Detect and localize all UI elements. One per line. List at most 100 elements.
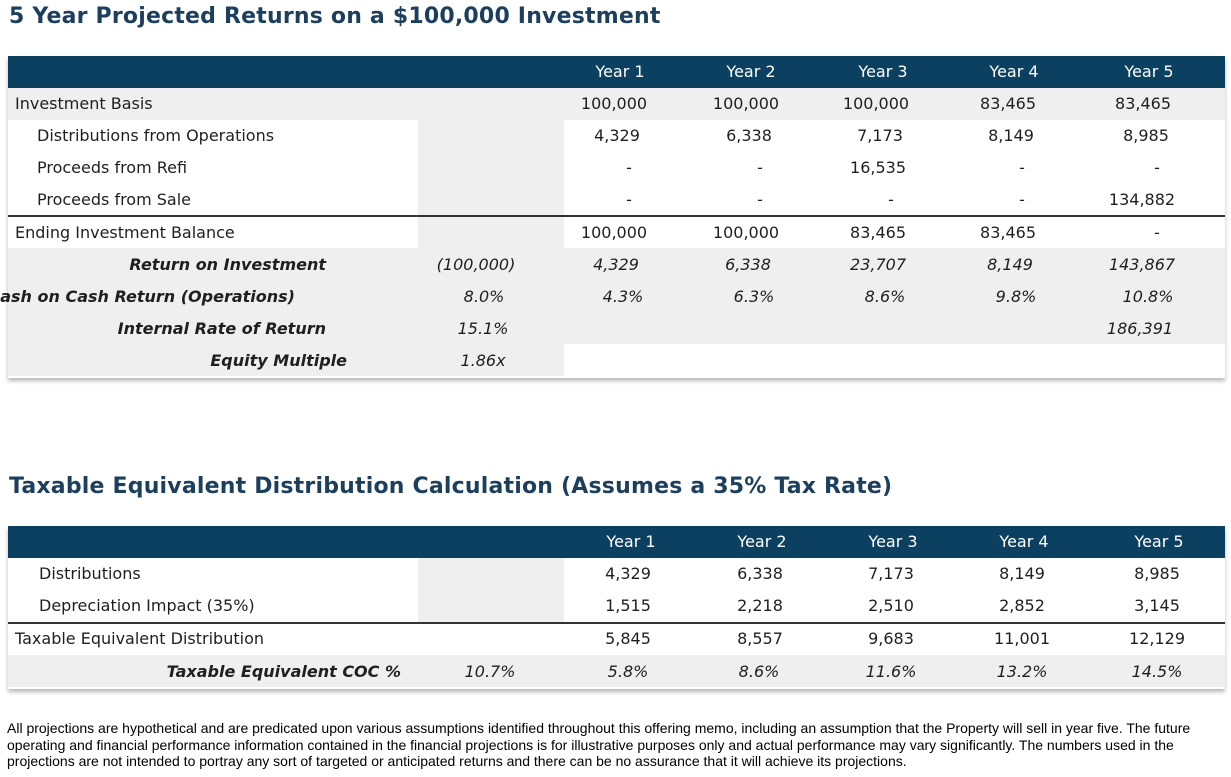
header-year-5: Year 5 bbox=[1134, 532, 1184, 551]
cell-year-5: 12,129 bbox=[1129, 629, 1185, 648]
cell-year-4: 9.8% bbox=[995, 287, 1037, 306]
cell-year-3: 2,510 bbox=[868, 596, 914, 615]
cell-year-2: 6,338 bbox=[737, 564, 783, 583]
taxable-equivalent-table: Year 1 Year 2 Year 3 Year 4 Year 5 Distr… bbox=[8, 526, 1225, 689]
table-header: Year 1 Year 2 Year 3 Year 4 Year 5 bbox=[8, 56, 1225, 88]
header-year-4: Year 4 bbox=[989, 62, 1039, 81]
cell-year-2: 6.3% bbox=[733, 287, 775, 306]
projected-returns-table: Year 1 Year 2 Year 3 Year 4 Year 5 Inves… bbox=[0, 56, 1225, 378]
row-label: Equity Multiple bbox=[210, 351, 347, 370]
cell-year-1: 4,329 bbox=[594, 126, 640, 145]
row-shade bbox=[8, 280, 1225, 312]
cell-year-2: 100,000 bbox=[712, 223, 780, 242]
table-row: Taxable Equivalent Distribution 5,845 8,… bbox=[8, 623, 1225, 655]
row-label: Cash on Cash Return (Operations) bbox=[0, 287, 295, 306]
header-year-3: Year 3 bbox=[858, 62, 908, 81]
header-year-1: Year 1 bbox=[595, 62, 645, 81]
row-label: Proceeds from Refi bbox=[37, 158, 188, 177]
row-label: Internal Rate of Return bbox=[117, 319, 326, 338]
table-row: Proceeds from Refi - - 16,535 - - bbox=[8, 152, 1225, 184]
cell-year-1: 4,329 bbox=[605, 564, 651, 583]
table-row: Distributions 4,329 6,338 7,173 8,149 8,… bbox=[8, 558, 1225, 590]
row-label: Investment Basis bbox=[15, 94, 153, 113]
cell-year-1: 5.8% bbox=[607, 662, 649, 681]
cell-year-3: 23,707 bbox=[850, 255, 906, 274]
row-label: Distributions from Operations bbox=[37, 126, 275, 145]
cell-year-4: 8,149 bbox=[987, 255, 1033, 274]
cell-year-3: 11.6% bbox=[865, 662, 917, 681]
cell-year-5: 10.8% bbox=[1122, 287, 1174, 306]
row-separator bbox=[8, 622, 1225, 624]
cell-initial: 15.1% bbox=[457, 319, 509, 338]
cell-year-2: 100,000 bbox=[712, 94, 780, 113]
row-label: Taxable Equivalent COC % bbox=[166, 662, 401, 681]
table-row: Ending Investment Balance 100,000 100,00… bbox=[8, 217, 1225, 249]
cell-year-4: 2,852 bbox=[999, 596, 1045, 615]
table-row: Investment Basis 100,000 100,000 100,000… bbox=[8, 88, 1225, 120]
row-label: Depreciation Impact (35%) bbox=[39, 596, 255, 615]
cell-year-4: 11,001 bbox=[994, 629, 1050, 648]
cell-year-4: - bbox=[1019, 158, 1025, 177]
cell-year-1: 1,515 bbox=[605, 596, 651, 615]
cell-year-5: 3,145 bbox=[1134, 596, 1180, 615]
row-shade bbox=[8, 655, 1225, 687]
cell-initial: 10.7% bbox=[464, 662, 516, 681]
cell-year-2: 8,557 bbox=[737, 629, 783, 648]
cell-year-5: 14.5% bbox=[1131, 662, 1183, 681]
section-title-taxable-equivalent: Taxable Equivalent Distribution Calculat… bbox=[9, 474, 893, 499]
cell-year-4: 83,465 bbox=[980, 223, 1036, 242]
table-row: Proceeds from Sale - - - - 134,882 bbox=[8, 184, 1225, 216]
cell-year-5: 8,985 bbox=[1134, 564, 1180, 583]
header-year-4: Year 4 bbox=[999, 532, 1049, 551]
header-year-5: Year 5 bbox=[1124, 62, 1174, 81]
row-label: Ending Investment Balance bbox=[15, 223, 235, 242]
cell-year-2: 6,338 bbox=[725, 255, 771, 274]
cell-year-1: 5,845 bbox=[605, 629, 651, 648]
row-label: Distributions bbox=[39, 564, 141, 583]
cell-year-5: 143,867 bbox=[1108, 255, 1176, 274]
cell-year-2: 2,218 bbox=[737, 596, 783, 615]
table-row: Return on Investment (100,000) 4,329 6,3… bbox=[8, 249, 1225, 281]
row-label: Taxable Equivalent Distribution bbox=[15, 629, 264, 648]
cell-year-5: - bbox=[1154, 158, 1160, 177]
cell-year-3: 83,465 bbox=[850, 223, 906, 242]
cell-year-1: 100,000 bbox=[580, 223, 648, 242]
table-row: Equity Multiple 1.86x bbox=[8, 345, 1225, 377]
cell-year-3: 7,173 bbox=[868, 564, 914, 583]
row-label: Return on Investment bbox=[129, 255, 326, 274]
table-row: Depreciation Impact (35%) 1,515 2,218 2,… bbox=[8, 590, 1225, 622]
cell-year-3: 8.6% bbox=[864, 287, 906, 306]
cell-year-1: 100,000 bbox=[580, 94, 648, 113]
cell-year-3: 7,173 bbox=[857, 126, 903, 145]
table-row: Cash on Cash Return (Operations) 8.0% 4.… bbox=[0, 281, 1225, 313]
cell-year-4: - bbox=[1019, 190, 1025, 209]
row-label: Proceeds from Sale bbox=[37, 190, 192, 209]
cell-year-4: 83,465 bbox=[980, 94, 1036, 113]
disclaimer-text: All projections are hypothetical and are… bbox=[7, 720, 1191, 769]
cell-year-4: 8,149 bbox=[999, 564, 1045, 583]
cell-year-5: 83,465 bbox=[1115, 94, 1171, 113]
cell-year-3: - bbox=[888, 190, 894, 209]
table-row: Taxable Equivalent COC % 10.7% 5.8% 8.6%… bbox=[8, 656, 1225, 688]
cell-year-5: 186,391 bbox=[1106, 319, 1174, 338]
table-header: Year 1 Year 2 Year 3 Year 4 Year 5 bbox=[8, 526, 1225, 558]
table-row: Internal Rate of Return 15.1% 186,391 bbox=[8, 313, 1225, 345]
cell-initial: (100,000) bbox=[436, 255, 516, 274]
cell-initial: 1.86x bbox=[460, 351, 506, 370]
header-year-2: Year 2 bbox=[737, 532, 787, 551]
header-year-2: Year 2 bbox=[726, 62, 776, 81]
cell-year-1: 4,329 bbox=[593, 255, 639, 274]
cell-year-1: - bbox=[626, 190, 632, 209]
cell-initial: 8.0% bbox=[463, 287, 505, 306]
cell-year-3: 16,535 bbox=[850, 158, 906, 177]
row-shade bbox=[8, 88, 1225, 120]
cell-year-1: 4.3% bbox=[602, 287, 644, 306]
row-separator bbox=[8, 215, 1225, 217]
cell-year-4: 13.2% bbox=[996, 662, 1048, 681]
cell-year-5: - bbox=[1154, 223, 1160, 242]
row-shade bbox=[8, 248, 1225, 280]
cell-year-2: - bbox=[757, 190, 763, 209]
cell-year-2: - bbox=[757, 158, 763, 177]
cell-year-5: 134,882 bbox=[1108, 190, 1176, 209]
table-row: Distributions from Operations 4,329 6,33… bbox=[8, 120, 1225, 152]
